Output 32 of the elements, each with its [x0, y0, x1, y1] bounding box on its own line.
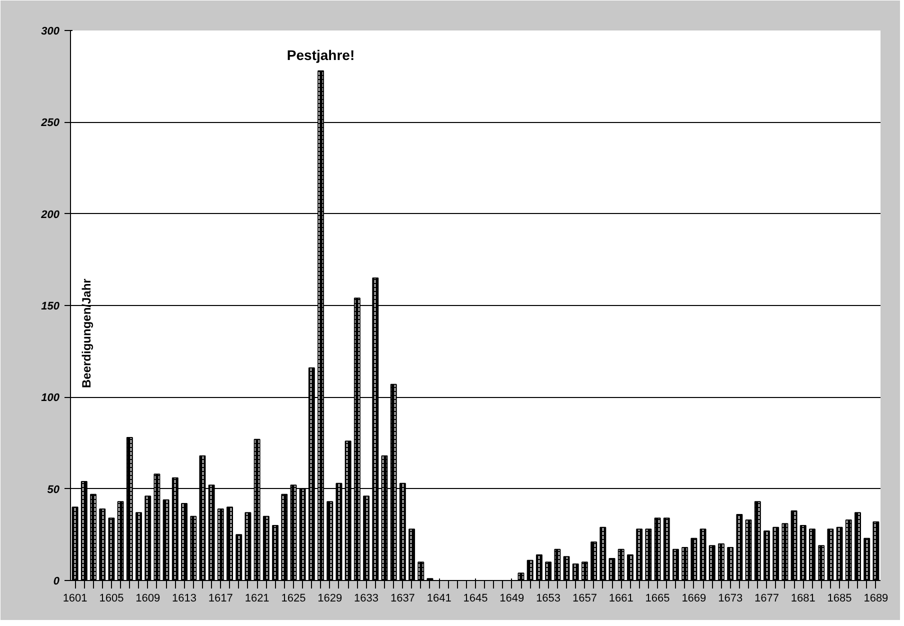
x-tick-label: 1613 — [172, 592, 197, 604]
y-tick-label: 250 — [40, 117, 60, 130]
y-tick-label: 200 — [40, 208, 60, 221]
y-tick-label: 0 — [53, 576, 60, 588]
x-tick-label: 1649 — [500, 592, 524, 604]
x-tick-label: 1609 — [136, 592, 160, 604]
x-tick-label: 1629 — [318, 592, 342, 604]
x-tick-label: 1673 — [718, 592, 743, 604]
x-tick-label: 1645 — [463, 592, 488, 604]
x-tick-label: 1633 — [354, 592, 379, 604]
x-tick-label: 1661 — [608, 592, 634, 604]
x-tick-label: 1605 — [99, 592, 124, 604]
y-axis-title: Beerdigungen/Jahr — [79, 278, 94, 388]
x-tick-label: 1657 — [572, 592, 597, 604]
x-tick-label: 1669 — [682, 592, 706, 604]
y-tick-label: 50 — [47, 484, 60, 496]
y-tick-label: 150 — [41, 300, 60, 312]
x-tick-label: 1689 — [864, 592, 888, 604]
x-tick-label: 1681 — [790, 592, 816, 604]
x-tick-label: 1617 — [208, 592, 233, 604]
x-tick-label: 1625 — [281, 592, 306, 604]
x-tick-label: 1637 — [390, 592, 415, 604]
y-tick-label: 300 — [41, 26, 60, 38]
y-tick-label: 100 — [41, 392, 60, 404]
x-tick-label: 1641 — [426, 592, 452, 604]
x-tick-label: 1601 — [62, 592, 88, 604]
x-tick-label: 1677 — [754, 592, 779, 604]
x-tick-label: 1621 — [244, 592, 270, 604]
annotation: Pestjahre! — [286, 46, 355, 63]
x-tick-label: 1653 — [536, 592, 561, 604]
x-tick-label: 1665 — [645, 592, 670, 604]
x-tick-label: 1685 — [827, 592, 852, 604]
